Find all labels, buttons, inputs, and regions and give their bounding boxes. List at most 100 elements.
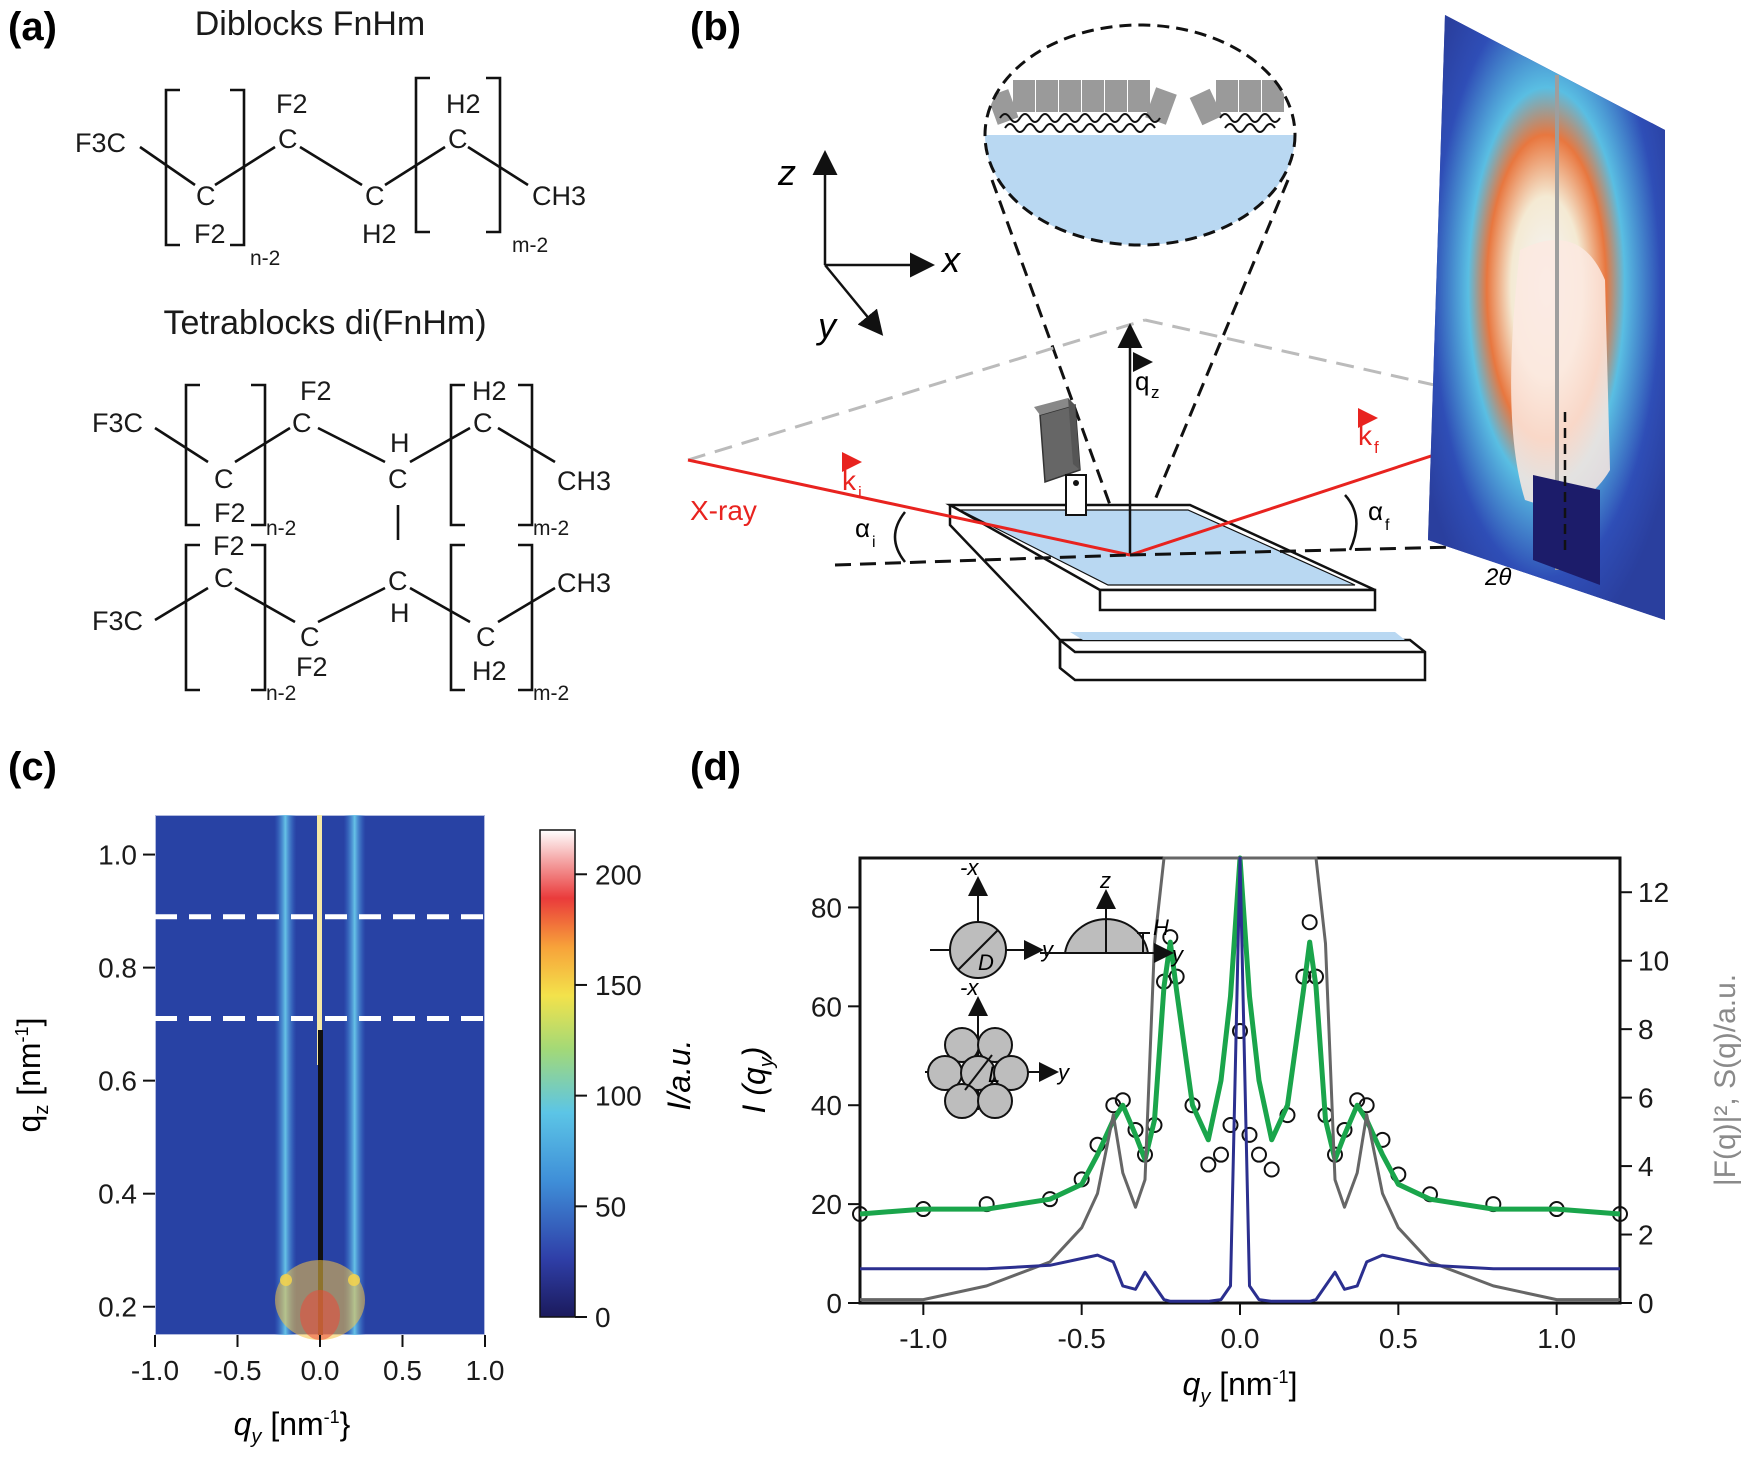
atom-c: C	[476, 622, 496, 652]
data-point	[1213, 1146, 1229, 1163]
subscript-n2: n-2	[266, 682, 296, 705]
xray-label: X-ray	[690, 495, 757, 526]
heatmap-x-label: qy [nm-1}	[234, 1406, 351, 1448]
kf-label: k	[1358, 420, 1373, 451]
y-tick-label: 0	[826, 1288, 842, 1319]
axis-z-label: z	[777, 152, 796, 193]
atom-f2: F2	[276, 89, 308, 119]
structure-factor-curve	[860, 856, 1620, 1303]
y2-tick-label: 2	[1638, 1220, 1654, 1251]
y-tick-label: 80	[811, 892, 842, 923]
atom-ch3: CH3	[532, 181, 586, 211]
colorbar-tick-label: 100	[595, 1081, 642, 1112]
atom-h: H	[390, 428, 410, 458]
colorbar-tick-label: 50	[595, 1191, 626, 1222]
y2-tick-label: 4	[1638, 1151, 1654, 1182]
ki-label: k	[842, 465, 857, 496]
y-tick-label: 1.0	[98, 840, 137, 871]
axis-y-label: y	[815, 305, 838, 346]
subscript-m2: m-2	[512, 234, 548, 257]
alpha-f-subscript: f	[1385, 517, 1390, 534]
atom-h2: H2	[472, 656, 507, 686]
atom-f2: F2	[214, 498, 246, 528]
panel-a: (a) Diblocks FnHm F3C C F2 n-2 C F2 C H2…	[8, 5, 611, 705]
y-tick-label: 0.4	[98, 1179, 137, 1210]
y2-tick-label: 10	[1638, 946, 1669, 977]
data-point	[1232, 1023, 1248, 1040]
atom-c: C	[214, 464, 234, 494]
atom-c: C	[388, 464, 408, 494]
panel-label-c: (c)	[8, 745, 57, 789]
atom-h2: H2	[362, 219, 397, 249]
colorbar-tick-label: 0	[595, 1302, 611, 1333]
atom-f3c: F3C	[75, 128, 126, 158]
x-tick-label: 0.5	[1379, 1323, 1418, 1354]
detector-image	[1428, 15, 1665, 620]
y2-tick-label: 0	[1638, 1288, 1654, 1319]
kf-subscript: f	[1374, 438, 1379, 457]
colorbar	[539, 829, 576, 1318]
atom-ch3: CH3	[557, 568, 611, 598]
atom-c: C	[292, 408, 312, 438]
x-tick-label: 0.0	[301, 1355, 340, 1386]
ki-subscript: i	[858, 483, 862, 502]
colorbar-tick-label: 200	[595, 859, 642, 890]
colorbar-label: I/a.u.	[661, 1039, 697, 1110]
inset-d-label: D	[978, 950, 994, 975]
x-tick-label: 0.5	[383, 1355, 422, 1386]
y-tick-label: 20	[811, 1189, 842, 1220]
tetrablock-title: Tetrablocks di(FnHm)	[163, 304, 486, 342]
alpha-f-label: α	[1368, 496, 1383, 526]
plot-y-ticks: 0 20 40 60 80	[811, 892, 860, 1319]
x-tick-label: 1.0	[1537, 1323, 1576, 1354]
x-tick-label: -1.0	[899, 1323, 947, 1354]
colorbar-tick-label: 150	[595, 970, 642, 1001]
atom-c: C	[196, 181, 216, 211]
gisaxs-heatmap	[154, 814, 486, 1340]
atom-f2: F2	[213, 531, 245, 561]
atom-c: C	[365, 181, 385, 211]
two-theta-label: 2θ	[1484, 564, 1511, 591]
alpha-i-subscript: i	[872, 534, 876, 551]
qz-subscript: z	[1151, 383, 1160, 402]
inset-mx-label: -x	[960, 855, 979, 880]
atom-c: C	[300, 622, 320, 652]
y2-tick-label: 8	[1638, 1014, 1654, 1045]
plot-series	[852, 855, 1628, 1303]
inset-l-label: L	[988, 1062, 1000, 1087]
diblock-title: Diblocks FnHm	[195, 5, 425, 43]
atom-c: C	[448, 124, 468, 154]
plot-x-label: qy [nm-1]	[1183, 1366, 1298, 1408]
x-tick-label: 0.0	[1221, 1323, 1260, 1354]
atom-f3c: F3C	[92, 408, 143, 438]
plot-y-label: I (qy)	[736, 1047, 778, 1114]
tetrablock-structure: F3C C F2 n-2 C F2 C H C H2 CH3 m-2 F3C	[92, 376, 611, 705]
heatmap-rod-right	[343, 815, 366, 1335]
diblock-structure: F3C C F2 n-2 C F2 C H2 C H2 CH3 m-2	[75, 76, 586, 270]
y2-tick-label: 6	[1638, 1083, 1654, 1114]
subscript-m2: m-2	[533, 682, 569, 705]
panel-d: (d) -1.0 -0.5 0.0 0.5 1.0 0 20 40 60 80 0 2 4 6 8 10 1…	[690, 745, 1742, 1408]
heatmap-y-ticks: 0.2 0.4 0.6 0.8 1.0	[98, 840, 155, 1323]
x-tick-label: -0.5	[213, 1355, 261, 1386]
y-tick-label: 0.8	[98, 953, 137, 984]
data-point	[1301, 914, 1318, 931]
atom-h: H	[390, 598, 410, 628]
data-point	[1251, 1146, 1267, 1163]
data-point	[1222, 1117, 1239, 1133]
qz-label: q	[1135, 366, 1149, 396]
atom-f2: F2	[300, 376, 332, 406]
subscript-n2: n-2	[266, 517, 296, 540]
atom-c: C	[473, 408, 493, 438]
inset-y-label: y	[1056, 1060, 1071, 1085]
atom-ch3: CH3	[557, 466, 611, 496]
plot-y2-ticks: 0 2 4 6 8 10 12	[1620, 877, 1669, 1319]
heatmap-rod-left	[274, 815, 297, 1335]
y2-tick-label: 12	[1638, 877, 1669, 908]
y-tick-label: 0.2	[98, 1292, 137, 1323]
panel-label-b: (b)	[690, 5, 741, 49]
atom-c: C	[278, 124, 298, 154]
atom-f2: F2	[194, 219, 226, 249]
axis-x-label: x	[940, 239, 962, 280]
